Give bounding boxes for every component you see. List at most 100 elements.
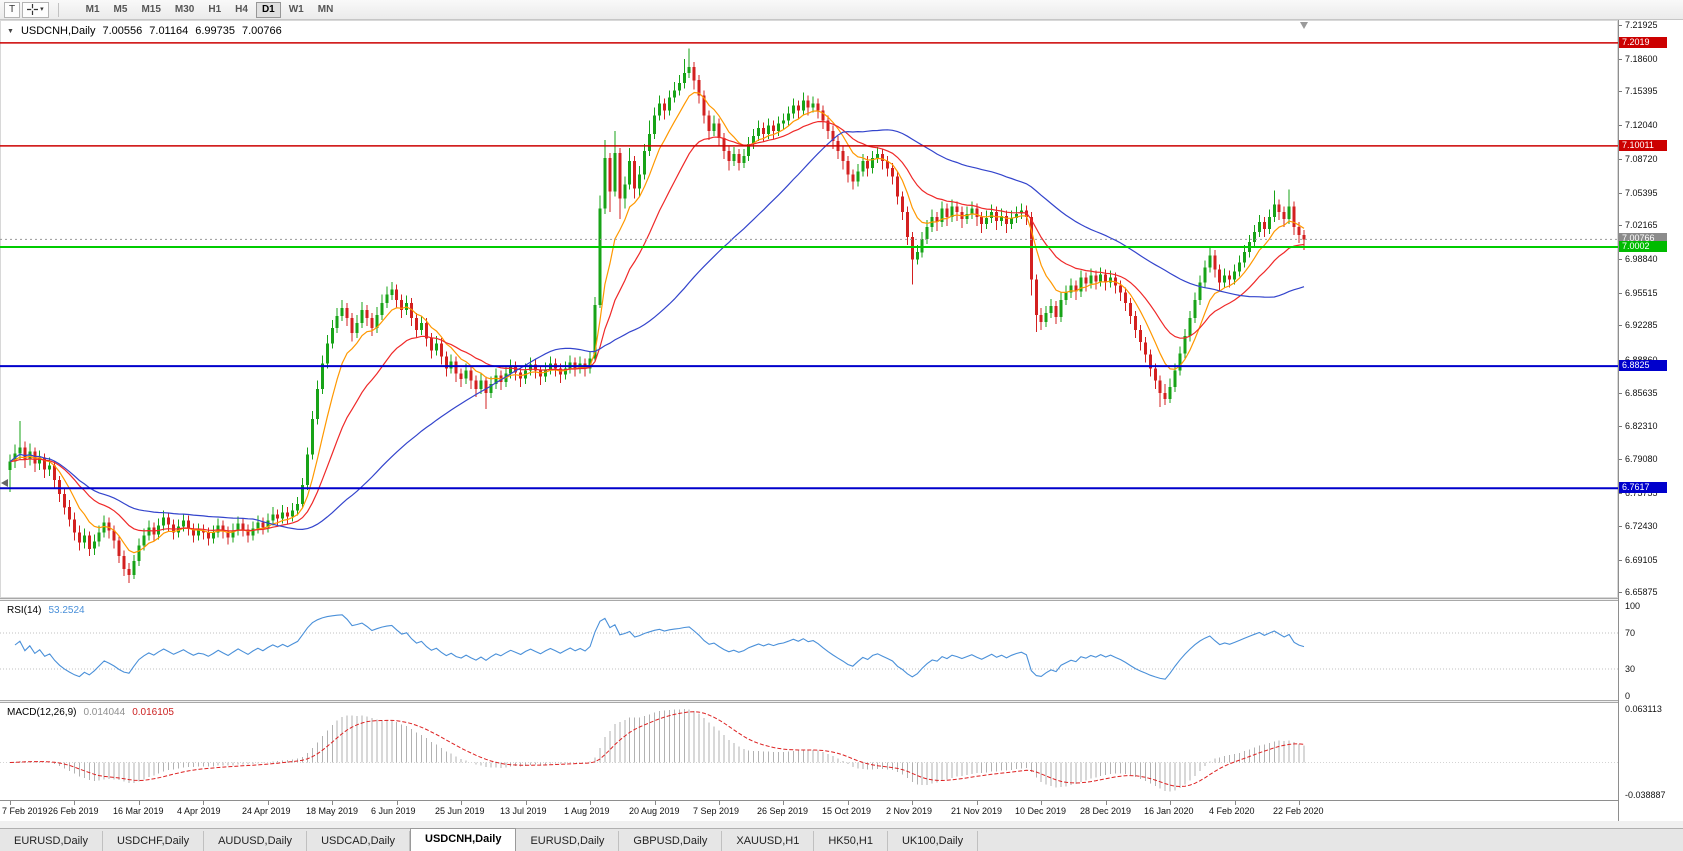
chevron-down-icon: ▾ — [40, 5, 44, 13]
price-tick-label: 7.21925 — [1625, 20, 1658, 30]
tab-bar: EURUSD,Daily USDCHF,Daily AUDUSD,Daily USDC… — [0, 828, 1683, 851]
price-tick-label: 7.15395 — [1625, 86, 1658, 96]
price-tick-mark — [1619, 25, 1622, 26]
chart-symbol-label: USDCNH,Daily — [20, 25, 96, 37]
chart-tab-6-gbpusd-daily[interactable]: GBPUSD,Daily — [619, 831, 723, 851]
date-label: 2 Nov 2019 — [886, 806, 933, 816]
date-label: 4 Feb 2020 — [1209, 806, 1255, 816]
text-tool-button[interactable]: T — [4, 1, 21, 18]
macd-main-value: 0.014044 — [83, 707, 126, 718]
date-tick-mark — [10, 801, 11, 805]
date-tick-mark — [1299, 801, 1300, 805]
chart-area[interactable]: ▼ USDCNH,Daily 7.00556 7.01164 6.99735 7… — [0, 20, 1683, 821]
price-tick-mark — [1619, 125, 1622, 126]
price-axis[interactable]: 7.21925 7.18600 7.15395 7.12040 7.08720 7.053… — [1618, 20, 1683, 821]
date-tick-mark — [590, 801, 591, 805]
macd-name: MACD(12,26,9) — [7, 707, 77, 718]
chart-tab-1-usdchf-daily[interactable]: USDCHF,Daily — [103, 831, 205, 851]
price-tick-mark — [1619, 59, 1622, 60]
timeframe-button-m5[interactable]: M5 — [108, 2, 134, 18]
price-tick-mark — [1619, 560, 1622, 561]
chart-tab-8-hk50-h1[interactable]: HK50,H1 — [814, 831, 888, 851]
chart-shift-marker[interactable] — [1300, 22, 1308, 29]
price-tick-label: 7.12040 — [1625, 120, 1658, 130]
timeframe-button-h1[interactable]: H1 — [202, 2, 227, 18]
date-tick-mark — [1170, 801, 1171, 805]
date-axis[interactable]: 7 Feb 2019 26 Feb 2019 16 Mar 2019 4 Apr 20… — [0, 800, 1618, 821]
date-label: 4 Apr 2019 — [177, 806, 221, 816]
date-label: 21 Nov 2019 — [951, 806, 1003, 816]
price-tick-mark — [1619, 393, 1622, 394]
date-tick-mark — [397, 801, 398, 805]
price-tick-label: 6.65875 — [1625, 587, 1658, 597]
pane-separator[interactable] — [0, 700, 1683, 703]
date-tick-mark — [977, 801, 978, 805]
price-tick-mark — [1619, 293, 1622, 294]
date-label: 16 Jan 2020 — [1144, 806, 1194, 816]
macd-axis-label: 0.063113 — [1625, 704, 1662, 714]
price-tick-mark — [1619, 592, 1622, 593]
price-badge-7-10011: 7.10011 — [1619, 140, 1667, 151]
rsi-axis-label: 70 — [1625, 628, 1636, 638]
timeframe-button-m15[interactable]: M15 — [135, 2, 166, 18]
ma-8-line — [9, 91, 1305, 554]
date-tick-mark — [332, 801, 333, 805]
chart-tab-3-usdcad-daily[interactable]: USDCAD,Daily — [307, 831, 411, 851]
price-tick-label: 7.05395 — [1625, 188, 1658, 198]
timeframe-button-w1[interactable]: W1 — [283, 2, 310, 18]
history-start-marker — [1, 479, 8, 487]
timeframe-button-mn[interactable]: MN — [312, 2, 340, 18]
price-tick-label: 7.18600 — [1625, 54, 1658, 64]
price-tick-label: 6.69105 — [1625, 555, 1658, 565]
date-label: 15 Oct 2019 — [822, 806, 872, 816]
timeframe-button-d1[interactable]: D1 — [255, 1, 281, 18]
main-pane-border — [0, 20, 1618, 598]
toolbar: T ▾ M1 M5 M15 M30 H1 H4 D1 W1 MN — [0, 0, 1683, 20]
chart-tab-9-uk100-daily[interactable]: UK100,Daily — [888, 831, 979, 851]
rsi-axis-label: 0 — [1625, 691, 1631, 701]
date-label: 22 Feb 2020 — [1273, 806, 1324, 816]
price-tick-mark — [1619, 193, 1622, 194]
date-tick-mark — [719, 801, 720, 805]
date-label: 13 Jul 2019 — [500, 806, 547, 816]
price-tick-label: 6.85635 — [1625, 388, 1658, 398]
date-tick-mark — [1106, 801, 1107, 805]
macd-indicator-label: MACD(12,26,9) 0.014044 0.016105 — [7, 707, 174, 718]
price-tick-mark — [1619, 259, 1622, 260]
chart-tab-4-usdcnh-daily[interactable]: USDCNH,Daily — [410, 828, 517, 851]
date-label: 26 Feb 2019 — [48, 806, 99, 816]
timeframe-button-h4[interactable]: H4 — [229, 2, 254, 18]
rsi-name: RSI(14) — [7, 605, 42, 616]
price-tick-mark — [1619, 526, 1622, 527]
date-label: 26 Sep 2019 — [757, 806, 809, 816]
date-label: 6 Jun 2019 — [371, 806, 416, 816]
date-tick-mark — [783, 801, 784, 805]
date-label: 18 May 2019 — [306, 806, 359, 816]
price-tick-mark — [1619, 459, 1622, 460]
date-tick-mark — [74, 801, 75, 805]
price-tick-label: 6.79080 — [1625, 454, 1658, 464]
chart-tab-0-eurusd-daily[interactable]: EURUSD,Daily — [0, 831, 103, 851]
chart-tab-7-xauusd-h1[interactable]: XAUUSD,H1 — [722, 831, 815, 851]
date-tick-mark — [655, 801, 656, 805]
collapse-triangle-icon[interactable]: ▼ — [7, 27, 14, 35]
chart-tab-2-audusd-daily[interactable]: AUDUSD,Daily — [204, 831, 308, 851]
chart-title: ▼ USDCNH,Daily 7.00556 7.01164 6.99735 7… — [7, 25, 282, 37]
date-tick-mark — [139, 801, 140, 805]
chart-canvas[interactable] — [0, 20, 1683, 800]
chart-tab-5-eurusd-daily[interactable]: EURUSD,Daily — [516, 831, 620, 851]
price-tick-label: 6.95515 — [1625, 288, 1658, 298]
date-label: 28 Dec 2019 — [1080, 806, 1132, 816]
price-badge-6-7617: 6.7617 — [1619, 482, 1667, 493]
price-tick-label: 6.82310 — [1625, 421, 1658, 431]
macd-histogram — [14, 709, 1305, 792]
crosshair-tool-button[interactable]: ▾ — [22, 1, 49, 18]
rsi-indicator-label: RSI(14) 53.2524 — [7, 605, 85, 616]
timeframe-group: M1 M5 M15 M30 H1 H4 D1 W1 MN — [80, 1, 340, 18]
timeframe-button-m1[interactable]: M1 — [80, 2, 106, 18]
date-label: 7 Feb 2019 — [2, 806, 48, 816]
rsi-line — [14, 614, 1305, 680]
timeframe-button-m30[interactable]: M30 — [169, 2, 200, 18]
pane-separator[interactable] — [0, 598, 1683, 601]
